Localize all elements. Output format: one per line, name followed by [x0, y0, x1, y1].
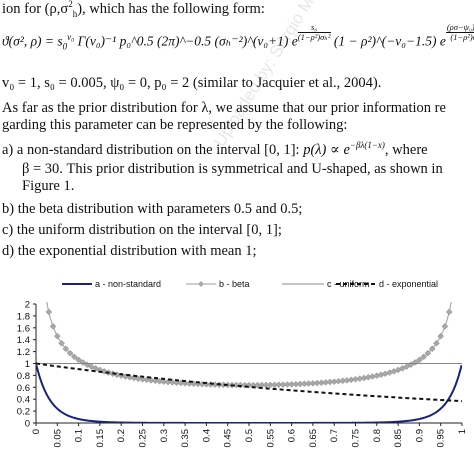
- beta-marker: [168, 379, 176, 386]
- legend-label: d - exponential: [379, 279, 438, 289]
- x-tick-label: 0.05: [52, 429, 63, 448]
- y-tick-label: 1.2: [17, 347, 30, 358]
- beta-marker: [420, 353, 428, 361]
- item-c: c) the uniform distribution on the inter…: [2, 222, 282, 238]
- item-a-prefix: a) a non-standard distribution on the in…: [2, 142, 300, 158]
- item-d: d) the exponential distribution with mea…: [2, 243, 257, 259]
- x-tick-label: 0.8: [372, 429, 383, 442]
- x-tick-label: 0.65: [308, 429, 319, 448]
- series-nonstandard-line: [36, 365, 462, 423]
- formula-exp1: s₀ (1−ρ²)σₕ²: [297, 22, 331, 42]
- prior-formula: ϑ(σ², ρ) = s0v₀ Γ(v₀)⁻¹ p₀^0.5 (2π)^−0.5…: [2, 23, 474, 52]
- x-tick-label: 0.75: [351, 429, 362, 448]
- formula-mid: (1 − ρ²)^(−v₀−1.5) e: [333, 33, 446, 49]
- y-tick-label: 2: [25, 300, 30, 311]
- beta-marker: [66, 349, 74, 357]
- beta-marker: [445, 308, 453, 316]
- beta-marker: [134, 375, 142, 383]
- x-tick-label: 0.55: [265, 429, 276, 448]
- item-a-suffix: , where: [384, 142, 428, 158]
- y-tick-label: 1: [25, 359, 30, 370]
- series-group: [36, 302, 462, 423]
- beta-marker: [151, 377, 159, 385]
- y-tick-label: 0.8: [17, 371, 30, 382]
- beta-marker: [70, 353, 78, 361]
- beta-marker: [428, 345, 436, 353]
- formula-lhs: ϑ(σ², ρ) = s: [2, 33, 63, 49]
- beta-marker: [437, 332, 445, 340]
- item-b: b) the beta distribution with parameters…: [2, 201, 303, 217]
- x-tick-label: 0.2: [116, 429, 127, 442]
- beta-marker: [96, 366, 104, 374]
- beta-marker: [139, 375, 146, 383]
- prior-distributions-chart: a - non-standard b - beta c - uniform d - e…: [17, 279, 468, 448]
- beta-marker: [75, 356, 82, 364]
- item-a-line-3: Figure 1.: [22, 178, 75, 194]
- item-a-formula: p(λ) ∝ e: [303, 142, 350, 158]
- intro-prefix: ion for (ρ,σ: [2, 1, 69, 17]
- chart-axes: 00.20.40.60.811.21.41.61.820 0.05 0.1 0.15 0…: [17, 300, 468, 448]
- chart-plot-area: [36, 302, 462, 423]
- beta-marker: [45, 308, 53, 316]
- formula-exp2: (ρσ−ψ₀)² p₀(1−ρ²)σₕ²: [445, 23, 474, 42]
- beta-marker: [441, 322, 449, 330]
- y-tick-label: 0: [25, 419, 30, 430]
- x-tick-label: 0.35: [180, 429, 191, 448]
- series-exponential-line: [36, 362, 462, 403]
- x-tick-label: 0.4: [201, 429, 212, 442]
- item-a-line-2: β = 30. This prior distribution is symme…: [22, 161, 443, 177]
- beta-marker: [130, 374, 138, 382]
- y-tick-label: 1.6: [17, 323, 30, 334]
- x-tick-label: 0.45: [223, 429, 234, 448]
- chart-legend: a - non-standard b - beta c - uniform d - e…: [62, 279, 438, 289]
- x-tick-label: 0.5: [244, 429, 255, 442]
- beta-marker: [143, 376, 151, 384]
- para-line-1: As far as the prior distribution for λ, …: [2, 100, 446, 116]
- x-tick-label: 0.85: [393, 429, 404, 448]
- beta-marker: [411, 359, 419, 366]
- beta-marker: [433, 339, 440, 347]
- beta-marker: [53, 332, 61, 340]
- intro-line: ion for (ρ,σ2h), which has the following…: [2, 0, 265, 19]
- x-tick-label: 0: [31, 429, 42, 434]
- beta-marker: [156, 377, 163, 385]
- formula-body: Γ(v₀)⁻¹ p₀^0.5 (2π)^−0.5 (σₕ⁻²)^(v₀+1) e: [77, 33, 298, 49]
- beta-marker: [88, 363, 95, 371]
- legend-label: b - beta: [219, 279, 250, 289]
- legend-swatch-beta-marker: [198, 281, 204, 287]
- beta-marker: [164, 378, 172, 386]
- beta-marker: [62, 345, 70, 353]
- x-tick-label: 0.9: [414, 429, 425, 442]
- legend-label: c - uniform: [327, 279, 370, 289]
- beta-marker: [49, 322, 57, 330]
- y-tick-label: 1.4: [17, 335, 30, 346]
- beta-marker: [424, 349, 432, 357]
- beta-marker: [147, 376, 155, 384]
- beta-marker: [79, 359, 87, 366]
- item-a: a) a non-standard distribution on the in…: [2, 140, 428, 158]
- x-tick-label: 0.1: [74, 429, 85, 442]
- x-tick-label: 0.95: [436, 429, 447, 448]
- beta-marker: [416, 356, 423, 364]
- x-tick-label: 1: [457, 429, 468, 434]
- x-tick-label: 0.15: [95, 429, 106, 448]
- x-tick-label: 0.25: [138, 429, 149, 448]
- y-tick-label: 0.6: [17, 383, 30, 394]
- x-tick-label: 0.7: [329, 429, 340, 442]
- legend-label: a - non-standard: [95, 279, 161, 289]
- para-line-2: garding this parameter can be represente…: [2, 117, 348, 133]
- beta-marker: [190, 380, 197, 388]
- x-tick-label: 0.3: [159, 429, 170, 442]
- y-tick-label: 0.2: [17, 407, 30, 418]
- item-a-exponent: −βλ(1−x): [349, 140, 385, 151]
- x-tick-label: 0.6: [287, 429, 298, 442]
- beta-marker: [181, 379, 189, 387]
- beta-marker: [160, 378, 168, 386]
- y-tick-label: 1.8: [17, 311, 30, 322]
- params-line: v₀ = 1, s₀ = 0.005, ψ₀ = 0, p₀ = 2 (simi…: [2, 75, 382, 91]
- intro-suffix: ), which has the following form:: [77, 1, 265, 17]
- y-tick-label: 0.4: [17, 395, 30, 406]
- beta-marker: [58, 339, 65, 347]
